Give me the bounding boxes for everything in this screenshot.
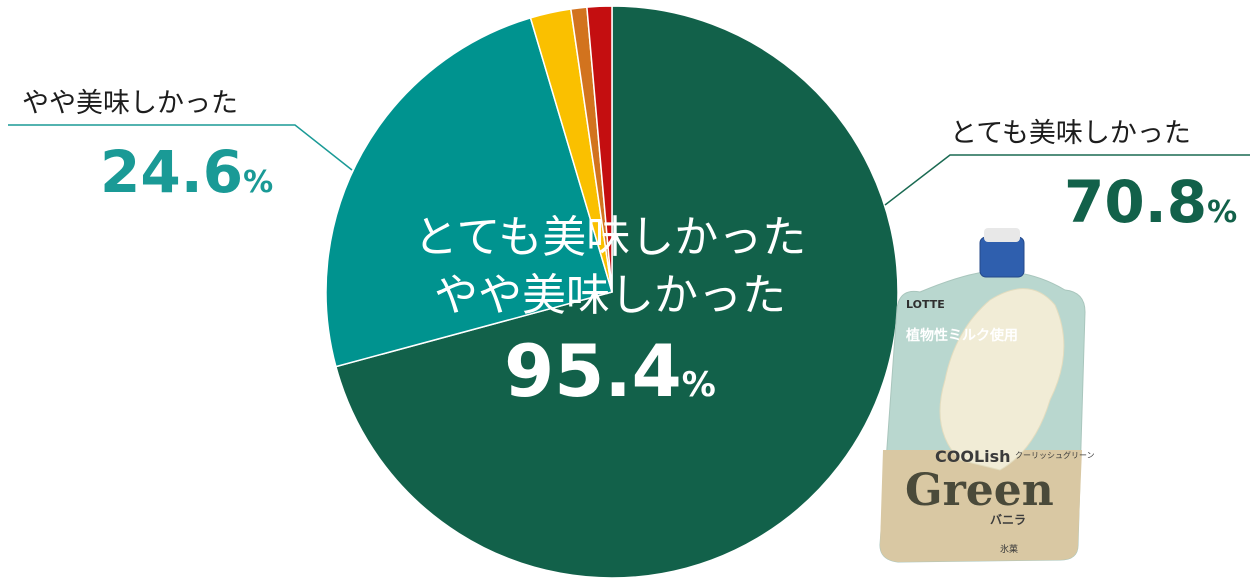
product-flavor: バニラ (990, 513, 1026, 527)
center-line-2: やや美味しかった (434, 270, 786, 321)
product-tag: 植物性ミルク使用 (905, 327, 1018, 344)
callout-right-value: 70.8% (1064, 168, 1237, 236)
product-cap (979, 236, 1025, 278)
leader-line-left (8, 124, 353, 171)
leader-line-right (884, 154, 1250, 206)
callout-left-value: 24.6% (100, 138, 273, 206)
callout-left-label: やや美味しかった (22, 88, 238, 119)
pie-slice-1 (334, 5, 899, 578)
product-ice-cream (939, 288, 1065, 471)
product-name-big: Green (905, 465, 1054, 516)
callout-right-label: とても美味しかった (950, 118, 1191, 149)
product-brand: LOTTE (906, 298, 945, 311)
product-bottom-band (880, 450, 1082, 562)
center-line-1: とても美味しかった (414, 212, 806, 263)
product-category: 氷菓 (1000, 543, 1018, 555)
pie-slice-2 (325, 16, 613, 368)
product-cap-top (984, 228, 1020, 242)
center-value: 95.4% (504, 329, 716, 413)
product-name-small: COOLish (935, 447, 1011, 466)
product-image: LOTTE 植物性ミルク使用 COOLish クーリッシュグリーン Green … (879, 228, 1095, 563)
pie-slices (325, 5, 899, 578)
product-kana: クーリッシュグリーン (1015, 450, 1095, 460)
pie-slice-5 (586, 5, 613, 293)
